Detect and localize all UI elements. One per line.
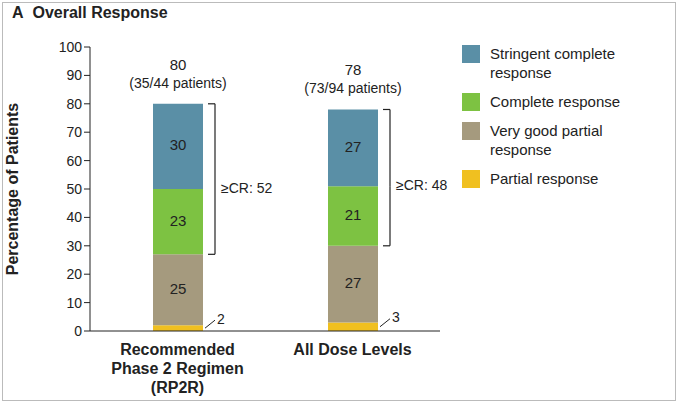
- svg-text:≥CR: 48: ≥CR: 48: [396, 177, 447, 193]
- svg-text:80: 80: [170, 56, 187, 73]
- svg-text:Recommended: Recommended: [120, 341, 235, 358]
- svg-text:70: 70: [66, 124, 82, 140]
- html-text:Very good partial response: Very good partial response: [490, 122, 603, 158]
- svg-text:(73/94 patients): (73/94 patients): [304, 80, 401, 96]
- svg-text:All Dose Levels: All Dose Levels: [293, 341, 411, 358]
- svg-text:27: 27: [345, 274, 362, 291]
- svg-text:25: 25: [170, 280, 187, 297]
- html-text:Complete response: Complete response: [490, 93, 621, 110]
- svg-text:30: 30: [170, 136, 187, 153]
- svg-text:Percentage of Patients: Percentage of Patients: [8, 103, 21, 276]
- svg-text:21: 21: [345, 206, 362, 223]
- svg-text:30: 30: [66, 238, 82, 254]
- html-text:Partial response: Partial response: [490, 170, 599, 187]
- svg-text:≥CR: 52: ≥CR: 52: [221, 180, 272, 196]
- svg-text:2: 2: [217, 311, 225, 327]
- svg-text:23: 23: [170, 212, 187, 229]
- svg-text:Phase 2 Regimen: Phase 2 Regimen: [111, 360, 244, 377]
- svg-text:27: 27: [345, 138, 362, 155]
- svg-text:50: 50: [66, 181, 82, 197]
- svg-text:0: 0: [74, 323, 82, 339]
- svg-text:(RP2R): (RP2R): [151, 379, 204, 396]
- html-text:A: A: [12, 4, 24, 21]
- svg-text:90: 90: [66, 67, 82, 83]
- svg-text:78: 78: [345, 61, 362, 78]
- svg-text:80: 80: [66, 96, 82, 112]
- svg-text:100: 100: [59, 39, 83, 55]
- svg-text:(35/44 patients): (35/44 patients): [129, 75, 226, 91]
- svg-text:3: 3: [392, 309, 400, 325]
- svg-text:20: 20: [66, 266, 82, 282]
- svg-text:40: 40: [66, 209, 82, 225]
- html-text:Stringent complete response: Stringent complete response: [490, 45, 616, 81]
- svg-text:10: 10: [66, 295, 82, 311]
- html-text:Overall Response: Overall Response: [32, 4, 168, 21]
- svg-text:60: 60: [66, 153, 82, 169]
